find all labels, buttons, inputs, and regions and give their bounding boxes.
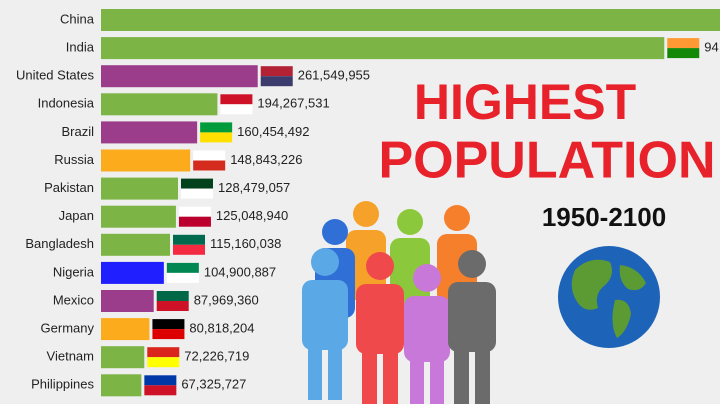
flag [173, 234, 206, 245]
value-label: 115,160,038 [210, 236, 281, 251]
flag [220, 104, 253, 115]
category-label: Nigeria [53, 264, 95, 279]
bar [101, 9, 720, 31]
value-label: 194,267,531 [257, 96, 329, 111]
category-label: Bangladesh [25, 236, 94, 251]
flag [193, 160, 226, 171]
category-label: Vietnam [47, 349, 94, 364]
category-label: Philippines [31, 377, 94, 392]
flag [144, 375, 177, 386]
flag [166, 272, 199, 283]
bars: China India 94 United States 261,549,955 Indo… [16, 9, 720, 397]
flag [667, 38, 700, 49]
title: HIGHEST [414, 74, 636, 130]
flag [178, 206, 211, 217]
value-label: 160,454,492 [237, 124, 309, 139]
value-label: 67,325,727 [181, 377, 246, 392]
flag [180, 188, 213, 199]
flag [260, 76, 293, 87]
category-label: United States [16, 68, 95, 83]
value-label: 128,479,057 [218, 180, 290, 195]
value-label: 261,549,955 [298, 68, 370, 83]
category-label: Indonesia [38, 96, 95, 111]
bar [101, 65, 258, 88]
bar [101, 290, 154, 312]
category-label: India [66, 40, 95, 55]
flag [667, 48, 700, 59]
bar [101, 149, 191, 172]
flag [220, 94, 253, 105]
flag [144, 385, 177, 396]
category-label: Pakistan [44, 180, 94, 195]
category-label: Mexico [53, 292, 94, 307]
people [302, 201, 496, 404]
value-label: 72,226,719 [184, 349, 249, 364]
flag [173, 244, 206, 255]
value-label: 87,969,360 [194, 292, 259, 307]
flag [260, 66, 293, 77]
value-label: 94 [704, 40, 718, 55]
category-label: Russia [54, 152, 95, 167]
value-label: 104,900,887 [204, 264, 276, 279]
value-label: 148,843,226 [230, 152, 302, 167]
bar [101, 233, 171, 256]
subtitle: POPULATION [378, 132, 715, 190]
value-label: 80,818,204 [189, 321, 254, 336]
category-label: Japan [59, 208, 94, 223]
flag [193, 150, 226, 161]
category-label: Germany [41, 321, 95, 336]
bar [101, 121, 198, 144]
category-label: Brazil [61, 124, 94, 139]
flag [200, 122, 233, 133]
bar [101, 205, 176, 228]
bar [101, 37, 665, 60]
bar [101, 318, 150, 341]
flag [156, 301, 189, 311]
value-label: 125,048,940 [216, 208, 288, 223]
category-label: China [60, 11, 95, 26]
bar [101, 374, 142, 397]
flag [166, 262, 199, 273]
flag [147, 357, 180, 368]
globe [558, 246, 660, 348]
bar [101, 346, 145, 369]
bar [101, 261, 164, 284]
flag [180, 178, 213, 189]
flag [152, 319, 185, 330]
annotation: 1950-2100 [542, 202, 666, 232]
flag [147, 347, 180, 358]
bar [101, 93, 218, 116]
bar [101, 177, 178, 200]
flag [200, 132, 233, 143]
flag [178, 216, 211, 227]
flag [156, 291, 189, 301]
flag [152, 329, 185, 340]
